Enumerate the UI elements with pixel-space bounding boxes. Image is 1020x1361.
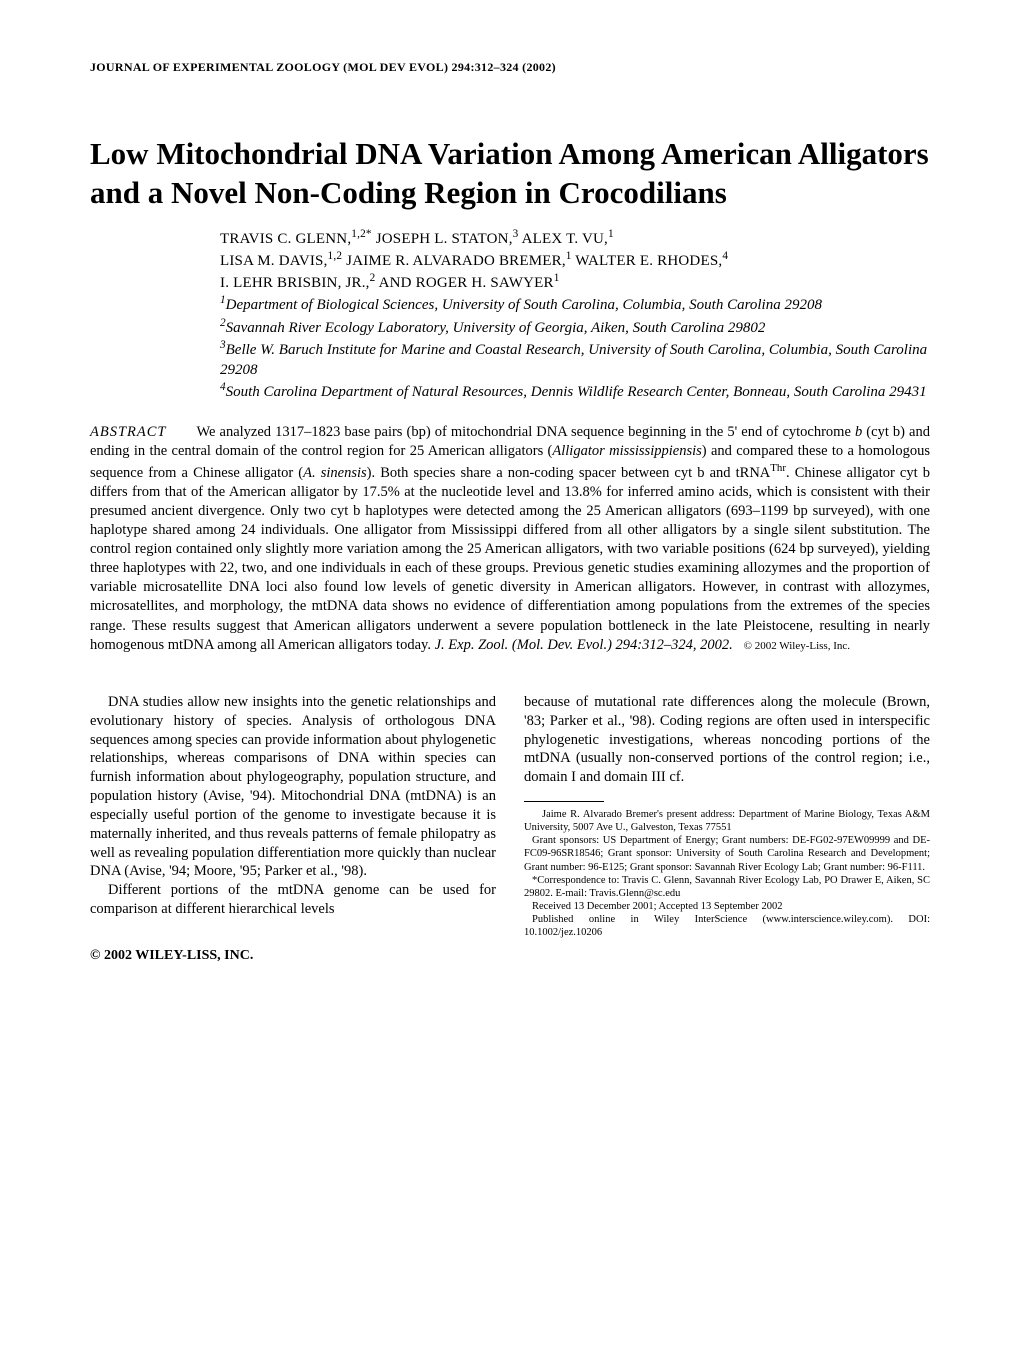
footnotes: Jaime R. Alvarado Bremer's present addre… (524, 808, 930, 939)
body-paragraph: Different portions of the mtDNA genome c… (90, 881, 496, 919)
abstract: ABSTRACT We analyzed 1317–1823 base pairs… (90, 423, 930, 655)
author-text: TRAVIS C. GLENN, (220, 231, 351, 247)
abstract-copyright: © 2002 Wiley-Liss, Inc. (744, 640, 850, 652)
author-text: AND ROGER H. SAWYER (375, 275, 553, 291)
affiliation-text: Savannah River Ecology Laboratory, Unive… (226, 320, 766, 336)
author-text: WALTER E. RHODES, (572, 253, 723, 269)
article-title: Low Mitochondrial DNA Variation Among Am… (90, 135, 930, 213)
footnote-rule (524, 801, 604, 802)
abstract-text: We analyzed 1317–1823 base pairs (bp) of… (196, 424, 855, 440)
abstract-text: . Chinese alligator cyt b differs from t… (90, 465, 930, 653)
body-columns: DNA studies allow new insights into the … (90, 693, 930, 965)
author-sup: 1 (608, 228, 614, 240)
footnote: Jaime R. Alvarado Bremer's present addre… (524, 808, 930, 834)
abstract-italic: Alligator mississippiensis (552, 443, 701, 459)
right-column: because of mutational rate differences a… (524, 693, 930, 965)
author-sup: 1 (554, 272, 560, 284)
abstract-citation: J. Exp. Zool. (Mol. Dev. Evol.) 294:312–… (435, 637, 733, 653)
footnote: Received 13 December 2001; Accepted 13 S… (524, 900, 930, 913)
authors-list: TRAVIS C. GLENN,1,2* JOSEPH L. STATON,3 … (220, 227, 930, 294)
footnote: Published online in Wiley InterScience (… (524, 913, 930, 939)
author-sup: 1,2 (328, 250, 343, 262)
footnote: *Correspondence to: Travis C. Glenn, Sav… (524, 874, 930, 900)
author-sup: 4 (722, 250, 728, 262)
abstract-label: ABSTRACT (90, 424, 166, 440)
abstract-sup: Thr (770, 462, 786, 474)
affiliation-text: South Carolina Department of Natural Res… (226, 384, 927, 400)
body-paragraph: because of mutational rate differences a… (524, 693, 930, 787)
affiliation-text: Belle W. Baruch Institute for Marine and… (220, 342, 927, 378)
author-text: JOSEPH L. STATON, (372, 231, 513, 247)
abstract-italic: A. sinensis (303, 465, 367, 481)
affiliation-text: Department of Biological Sciences, Unive… (226, 297, 822, 313)
footnote: Grant sponsors: US Department of Energy;… (524, 834, 930, 873)
affiliations-list: 1Department of Biological Sciences, Univ… (220, 293, 930, 402)
author-text: I. LEHR BRISBIN, JR., (220, 275, 370, 291)
author-text: LISA M. DAVIS, (220, 253, 328, 269)
author-sup: 1,2* (351, 228, 372, 240)
author-text: ALEX T. VU, (519, 231, 609, 247)
authors-affiliations-block: TRAVIS C. GLENN,1,2* JOSEPH L. STATON,3 … (220, 227, 930, 403)
abstract-text: ). Both species share a non-coding space… (367, 465, 771, 481)
author-text: JAIME R. ALVARADO BREMER, (342, 253, 566, 269)
page-copyright: © 2002 WILEY-LISS, INC. (90, 947, 496, 965)
left-column: DNA studies allow new insights into the … (90, 693, 496, 965)
journal-header: JOURNAL OF EXPERIMENTAL ZOOLOGY (MOL DEV… (90, 60, 930, 75)
body-paragraph: DNA studies allow new insights into the … (90, 693, 496, 881)
